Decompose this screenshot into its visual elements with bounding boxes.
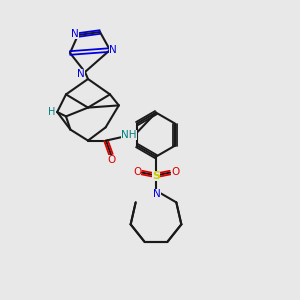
- Text: S: S: [152, 171, 160, 181]
- Text: N: N: [109, 45, 117, 55]
- Text: N: N: [153, 189, 161, 199]
- Text: O: O: [133, 167, 141, 177]
- Text: O: O: [108, 154, 116, 165]
- Text: H: H: [47, 107, 55, 117]
- Text: N: N: [71, 29, 79, 39]
- Text: NH: NH: [121, 130, 137, 140]
- Text: N: N: [77, 69, 85, 79]
- Text: O: O: [171, 167, 179, 177]
